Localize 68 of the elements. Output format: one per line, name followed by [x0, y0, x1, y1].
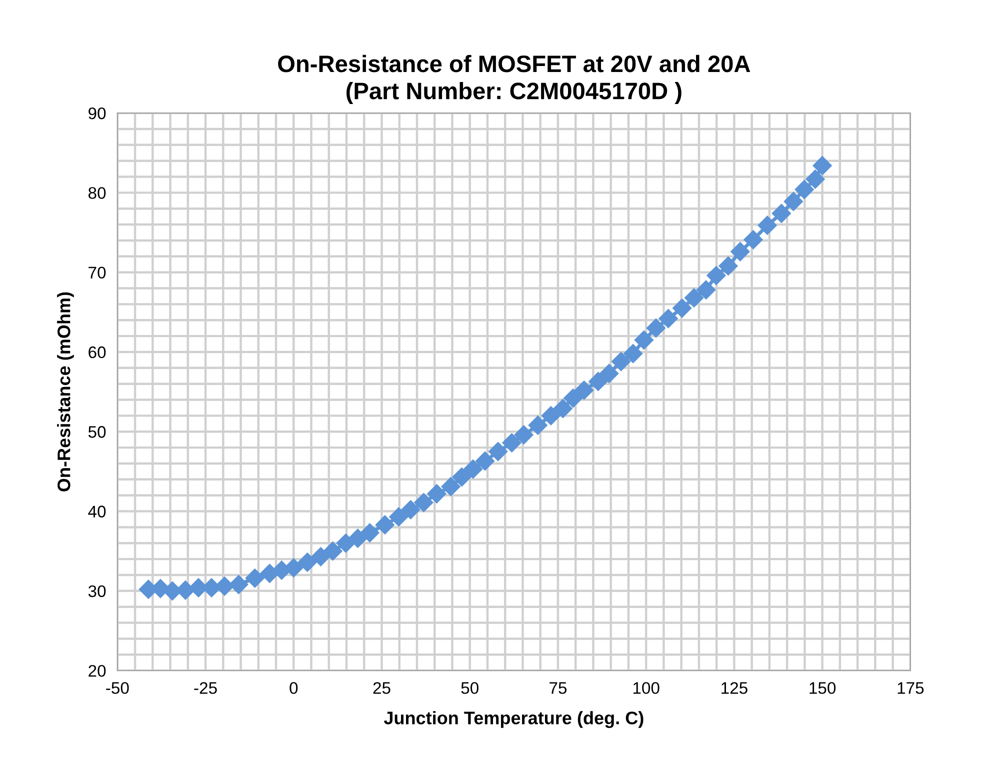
x-tick-label: 0 — [290, 682, 298, 694]
point — [553, 398, 572, 418]
x-tick-label: -50 — [106, 682, 129, 694]
x-axis-title: Junction Temperature (deg. C) — [384, 711, 644, 728]
y-tick-label: 50 — [88, 426, 106, 438]
point — [464, 460, 483, 479]
point — [441, 477, 460, 496]
y-tick-label: 80 — [88, 187, 106, 199]
point — [528, 416, 548, 435]
y-tick-label: 60 — [88, 346, 106, 358]
point — [401, 500, 420, 520]
point — [564, 388, 583, 408]
y-tick-label: 70 — [88, 266, 106, 279]
point — [311, 547, 330, 566]
point — [706, 266, 726, 286]
x-tick-label: 150 — [810, 682, 836, 694]
point — [806, 170, 825, 189]
x-tick-label: 50 — [461, 682, 478, 694]
point — [514, 425, 534, 444]
point — [260, 564, 280, 583]
point — [794, 180, 814, 200]
x-tick-label: 175 — [898, 682, 924, 694]
point — [718, 256, 738, 276]
point — [348, 528, 368, 548]
point — [624, 344, 643, 364]
x-tick-label: 25 — [373, 682, 390, 694]
chart-title: On-Resistance of MOSFET at 20V and 20A (Part Number: C2M0045170D ) — [278, 54, 750, 104]
y-tick-label: 30 — [88, 585, 106, 598]
point — [323, 542, 342, 561]
point — [588, 372, 608, 391]
x-tick-label: 75 — [550, 682, 567, 694]
point — [784, 192, 803, 211]
point — [612, 352, 631, 372]
point — [414, 492, 434, 512]
y-tick-label: 90 — [88, 107, 106, 120]
point — [375, 515, 394, 534]
point — [600, 364, 619, 384]
y-axis-title: On-Resistance (mOhm) — [57, 292, 74, 492]
point — [744, 230, 763, 250]
point — [215, 576, 234, 596]
x-tick-label: 125 — [722, 682, 748, 694]
point — [696, 280, 716, 300]
point — [475, 452, 495, 471]
x-tick-label: -25 — [194, 682, 217, 694]
point — [427, 484, 446, 504]
point — [772, 204, 791, 223]
point — [389, 507, 408, 526]
point — [672, 298, 692, 318]
point — [634, 330, 654, 350]
point — [658, 308, 678, 328]
point — [245, 568, 264, 588]
point — [336, 534, 356, 553]
y-tick-label: 20 — [88, 664, 106, 677]
point — [758, 216, 777, 235]
y-tick-label: 40 — [88, 506, 106, 518]
point — [229, 575, 248, 594]
point — [684, 288, 704, 308]
point — [360, 523, 380, 542]
point — [730, 242, 750, 262]
point — [812, 156, 832, 176]
point — [646, 318, 666, 338]
point — [488, 442, 508, 462]
point — [541, 406, 560, 426]
point — [574, 380, 594, 400]
point — [298, 552, 317, 572]
point — [452, 467, 472, 487]
x-tick-label: 100 — [633, 682, 660, 694]
point — [502, 433, 522, 452]
